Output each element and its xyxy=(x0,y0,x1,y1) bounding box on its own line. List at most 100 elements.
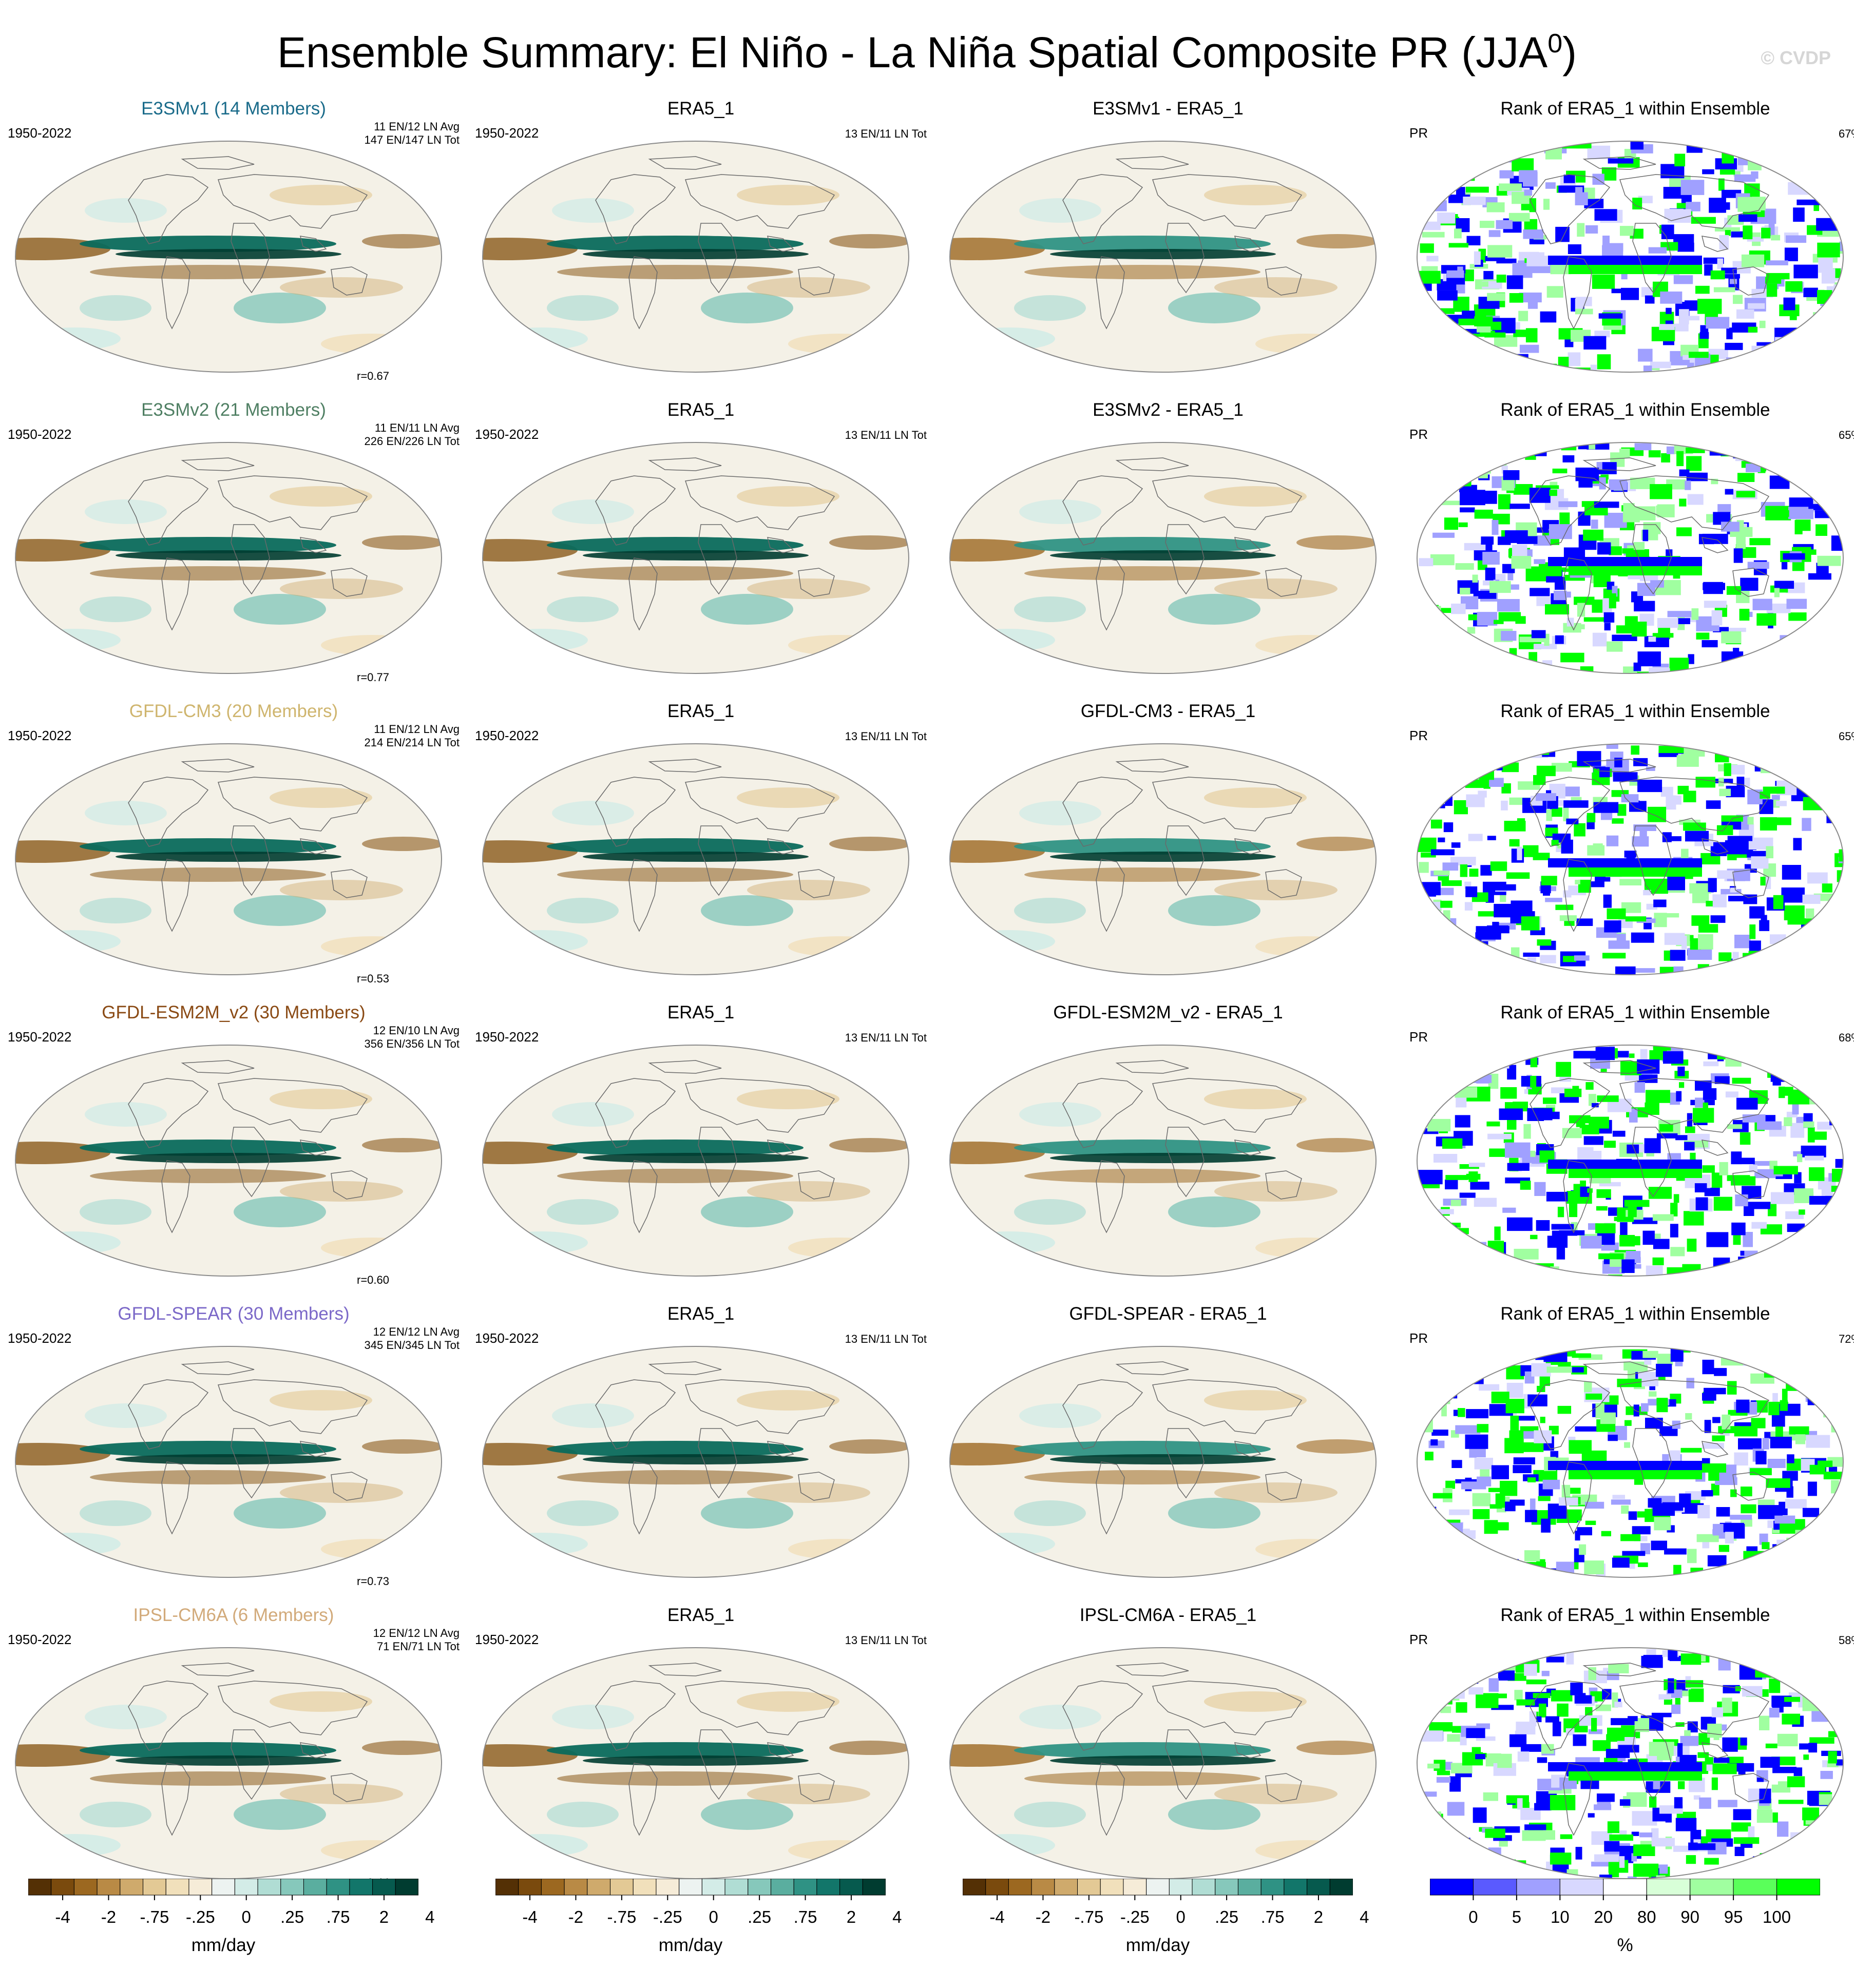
colorbar-tick-label: -.75 xyxy=(140,1907,169,1926)
rank-map xyxy=(1417,442,1844,674)
map-panel-ensemble-mean: E3SMv1 (14 Members) 1950-2022 11 EN/12 LN … xyxy=(8,98,460,385)
map-panel-observations: ERA5_1 1950-2022 13 EN/11 LN Tot xyxy=(475,1001,927,1289)
map-panel-rank: Rank of ERA5_1 within Ensemble PR 65% xyxy=(1409,700,1854,988)
panel-title: GFDL-CM3 - ERA5_1 xyxy=(1080,701,1256,721)
colorbar-swatch xyxy=(587,1879,611,1896)
rank-percent: 68% xyxy=(1838,1031,1854,1044)
colorbar-tick-label: .75 xyxy=(1260,1907,1285,1926)
map-panel-observations: ERA5_1 1950-2022 13 EN/11 LN Tot xyxy=(475,399,927,686)
variable-label: PR xyxy=(1409,1029,1428,1045)
colorbar-tick-label: .75 xyxy=(793,1907,817,1926)
colorbar-swatch xyxy=(1260,1879,1285,1896)
colorbar-swatch xyxy=(610,1879,634,1896)
event-counts: 11 EN/12 LN Avg 214 EN/214 LN Tot xyxy=(365,723,460,749)
event-counts: 13 EN/11 LN Tot xyxy=(845,429,927,442)
event-count-line: 12 EN/12 LN Avg xyxy=(373,1325,460,1338)
period-label: 1950-2022 xyxy=(8,1330,72,1346)
precip-map xyxy=(15,1045,442,1277)
rank-percent: 72% xyxy=(1838,1333,1854,1345)
colorbar-swatch xyxy=(495,1879,519,1896)
panel-title: E3SMv2 - ERA5_1 xyxy=(1093,400,1244,420)
event-counts: 13 EN/11 LN Tot xyxy=(845,1634,927,1647)
event-counts: 11 EN/11 LN Avg 226 EN/226 LN Tot xyxy=(365,421,460,448)
colorbar-swatch xyxy=(120,1879,144,1896)
colorbar-unit: mm/day xyxy=(191,1935,256,1955)
colorbar-swatch xyxy=(1031,1879,1055,1896)
period-label: 1950-2022 xyxy=(8,728,72,743)
event-count-line: 13 EN/11 LN Tot xyxy=(845,429,927,441)
colorbar-tick-label: -.75 xyxy=(1074,1907,1104,1926)
panel-title: IPSL-CM6A - ERA5_1 xyxy=(1079,1605,1257,1625)
rank-map xyxy=(1417,141,1844,373)
colorbar-swatch xyxy=(188,1879,213,1896)
precip-map xyxy=(15,743,442,975)
event-counts: 12 EN/12 LN Avg 71 EN/71 LN Tot xyxy=(373,1627,460,1653)
precip-map xyxy=(949,442,1377,674)
period-label: 1950-2022 xyxy=(475,1029,539,1045)
map-panel-difference: GFDL-SPEAR - ERA5_1 xyxy=(942,1303,1394,1590)
map-panel-ensemble-mean: E3SMv2 (21 Members) 1950-2022 11 EN/11 LN … xyxy=(8,399,460,686)
colorbar-swatch xyxy=(326,1879,350,1896)
colorbar-strip xyxy=(495,1879,886,1900)
colorbar-tick-label: .25 xyxy=(1215,1907,1239,1926)
event-count-line: 13 EN/11 LN Tot xyxy=(845,730,927,743)
precip-map xyxy=(15,1346,442,1578)
colorbar-swatch xyxy=(1100,1879,1124,1896)
colorbar-tick-label: -.25 xyxy=(1120,1907,1150,1926)
period-label: 1950-2022 xyxy=(8,1029,72,1045)
colorbar-swatch xyxy=(73,1879,98,1896)
colorbar-strip xyxy=(1430,1879,1820,1900)
panel-title: Rank of ERA5_1 within Ensemble xyxy=(1500,1002,1770,1022)
colorbar-tick-label: 0 xyxy=(241,1907,251,1926)
colorbar-swatch xyxy=(1077,1879,1101,1896)
panel-title: ERA5_1 xyxy=(667,701,735,721)
pattern-correlation: r=0.77 xyxy=(357,671,389,684)
colorbar-swatch xyxy=(1307,1879,1330,1896)
event-count-line: 11 EN/12 LN Avg xyxy=(374,723,460,736)
colorbar-swatch xyxy=(1284,1879,1308,1896)
colorbar-swatch xyxy=(1473,1879,1517,1896)
map-panel-rank: Rank of ERA5_1 within Ensemble PR 58% xyxy=(1409,1604,1854,1892)
colorbar-tick-label: -2 xyxy=(1035,1907,1051,1926)
colorbar-swatch xyxy=(395,1879,418,1896)
precip-map xyxy=(949,1045,1377,1277)
event-count-line: 147 EN/147 LN Tot xyxy=(364,133,460,146)
colorbar-swatch xyxy=(51,1879,74,1896)
colorbar-swatch xyxy=(280,1879,304,1896)
colorbar-swatch xyxy=(633,1879,657,1896)
colorbar-swatch xyxy=(28,1879,52,1896)
map-panel-ensemble-mean: GFDL-ESM2M_v2 (30 Members) 1950-2022 12 EN… xyxy=(8,1001,460,1289)
precip-map xyxy=(949,1346,1377,1578)
event-counts: 13 EN/11 LN Tot xyxy=(845,1333,927,1346)
event-count-line: 214 EN/214 LN Tot xyxy=(364,736,460,749)
colorbar-strip xyxy=(28,1879,418,1900)
colorbar-swatch xyxy=(816,1879,840,1896)
colorbar-swatch xyxy=(1776,1879,1820,1896)
map-panel-difference: IPSL-CM6A - ERA5_1 xyxy=(942,1604,1394,1892)
map-panel-difference: E3SMv1 - ERA5_1 xyxy=(942,98,1394,385)
colorbar-tick-label: 4 xyxy=(425,1907,435,1926)
pattern-correlation: r=0.67 xyxy=(357,370,389,382)
variable-label: PR xyxy=(1409,427,1428,442)
event-count-line: 356 EN/356 LN Tot xyxy=(364,1037,460,1050)
event-count-line: 345 EN/345 LN Tot xyxy=(364,1339,460,1352)
map-panel-observations: ERA5_1 1950-2022 13 EN/11 LN Tot xyxy=(475,1303,927,1590)
colorbar-swatch xyxy=(1603,1879,1647,1896)
colorbar-tick-label: -4 xyxy=(989,1907,1005,1926)
colorbar-swatch xyxy=(724,1879,749,1896)
period-label: 1950-2022 xyxy=(8,1632,72,1647)
map-panel-ensemble-mean: GFDL-CM3 (20 Members) 1950-2022 11 EN/12 L… xyxy=(8,700,460,988)
colorbar-tick-label: .75 xyxy=(326,1907,350,1926)
map-panel-rank: Rank of ERA5_1 within Ensemble PR 68% xyxy=(1409,1001,1854,1289)
colorbar-swatch xyxy=(1516,1879,1560,1896)
map-panel-rank: Rank of ERA5_1 within Ensemble PR 67% xyxy=(1409,98,1854,385)
precip-colorbar: -4 -2 -.75 -.25 0 .25 .75 2 4 mm/day xyxy=(28,1879,439,1961)
cvdp-watermark: © CVDP xyxy=(1761,47,1831,68)
precip-colorbar: -4 -2 -.75 -.25 0 .25 .75 2 4 mm/day xyxy=(963,1879,1373,1961)
precip-map xyxy=(482,442,909,674)
colorbar-swatch xyxy=(748,1879,771,1896)
event-count-line: 226 EN/226 LN Tot xyxy=(364,435,460,448)
precip-map xyxy=(482,743,909,975)
precip-map xyxy=(949,1647,1377,1879)
colorbar-swatch xyxy=(1237,1879,1262,1896)
